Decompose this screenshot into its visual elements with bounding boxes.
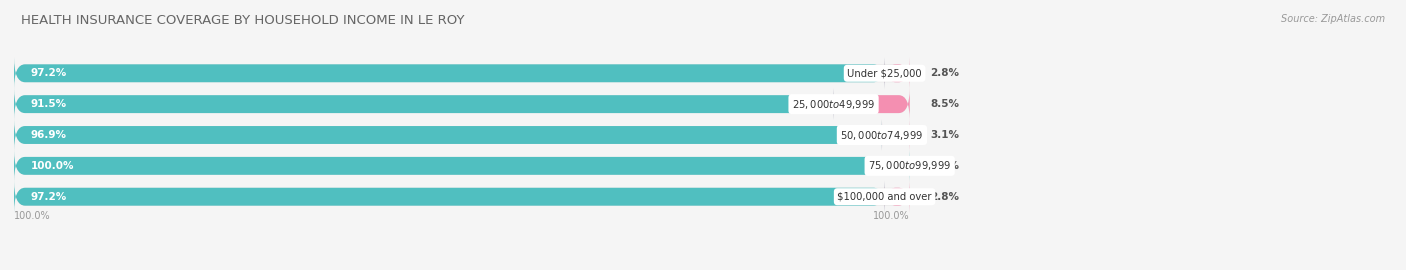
Text: $50,000 to $74,999: $50,000 to $74,999 [841,129,924,141]
Text: 100.0%: 100.0% [31,161,75,171]
FancyBboxPatch shape [14,150,910,182]
FancyBboxPatch shape [14,119,910,151]
Text: 8.5%: 8.5% [931,99,959,109]
FancyBboxPatch shape [834,88,910,120]
FancyBboxPatch shape [884,181,910,212]
FancyBboxPatch shape [882,119,910,151]
Text: 0.0%: 0.0% [931,161,959,171]
FancyBboxPatch shape [14,88,910,120]
Text: 97.2%: 97.2% [31,68,67,78]
Text: Under $25,000: Under $25,000 [848,68,922,78]
Text: 100.0%: 100.0% [14,211,51,221]
Text: 2.8%: 2.8% [931,192,959,202]
FancyBboxPatch shape [14,88,834,120]
Text: 3.1%: 3.1% [931,130,959,140]
FancyBboxPatch shape [884,58,910,89]
FancyBboxPatch shape [14,181,884,212]
Text: $100,000 and over: $100,000 and over [838,192,932,202]
Text: $25,000 to $49,999: $25,000 to $49,999 [792,98,875,111]
Text: 96.9%: 96.9% [31,130,66,140]
Text: HEALTH INSURANCE COVERAGE BY HOUSEHOLD INCOME IN LE ROY: HEALTH INSURANCE COVERAGE BY HOUSEHOLD I… [21,14,464,26]
FancyBboxPatch shape [14,58,884,89]
Text: $75,000 to $99,999: $75,000 to $99,999 [868,159,952,172]
Text: 97.2%: 97.2% [31,192,67,202]
Text: 100.0%: 100.0% [873,211,910,221]
FancyBboxPatch shape [14,181,910,212]
FancyBboxPatch shape [14,119,882,151]
Text: 91.5%: 91.5% [31,99,66,109]
Text: 2.8%: 2.8% [931,68,959,78]
FancyBboxPatch shape [14,150,910,182]
Text: Source: ZipAtlas.com: Source: ZipAtlas.com [1281,14,1385,23]
FancyBboxPatch shape [14,58,910,89]
